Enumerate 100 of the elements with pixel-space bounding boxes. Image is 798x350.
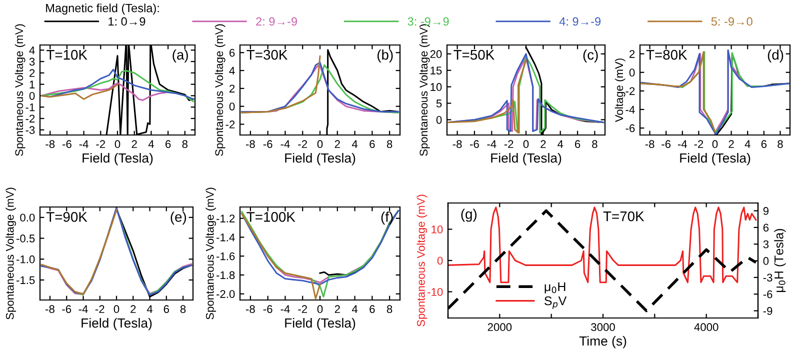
y2-tick-label: 3 <box>763 240 769 248</box>
y-tick-label: -6 <box>626 124 635 132</box>
y-tick-label: 4 <box>29 46 35 54</box>
x-tick-label: 0 <box>317 305 323 314</box>
x-tick-label: -2 <box>504 140 514 148</box>
x-tick-label: 0 <box>317 140 323 148</box>
x-tick-label: 8 <box>180 305 186 314</box>
x-tick-label: 4000 <box>694 323 718 332</box>
x-tick-label: 6 <box>166 140 171 148</box>
legend-label: 4: 9→-9 <box>559 17 601 26</box>
x-tick-label: 6 <box>370 140 375 148</box>
y-tick-label: -2 <box>626 87 635 95</box>
x-axis-title: Field (Tesla) <box>285 152 356 166</box>
line-series <box>40 209 118 295</box>
x-tick-label: -2 <box>298 305 307 313</box>
legend-label: μ$_{0}$H <box>544 282 566 294</box>
x-tick-label: -6 <box>470 140 479 148</box>
annotation: T=30K <box>246 50 288 60</box>
y-tick-label: -1 <box>26 103 35 112</box>
y2-tick-label: 6 <box>763 224 769 232</box>
y-axis-title: Voltage (mV) <box>614 58 626 122</box>
y-tick-label: 0.0 <box>20 214 35 222</box>
y-tick-label: 1 <box>30 80 35 88</box>
x-tick-label: -8 <box>246 140 255 148</box>
x-tick-label: -4 <box>79 140 88 148</box>
x-tick-label: 8 <box>182 140 188 148</box>
y2-tick-label: -3 <box>763 274 772 282</box>
x-tick-label: 8 <box>592 140 598 148</box>
y-tick-label: 6 <box>230 48 235 57</box>
x-tick-label: 8 <box>778 140 783 148</box>
y-tick-label: -10 <box>428 288 443 296</box>
legend-label: S$_{p}$V <box>544 296 567 310</box>
line-series <box>240 212 321 300</box>
x-axis-title: Field (Tesla) <box>491 152 562 166</box>
y-tick-label: -4 <box>626 106 635 114</box>
annotation: T=90K <box>46 212 88 222</box>
annotation: (a) <box>172 50 188 62</box>
x-tick-label: -8 <box>452 140 462 148</box>
x-tick-label: -2 <box>298 140 307 148</box>
x-tick-label: 0 <box>114 140 120 148</box>
x-tick-label: 2 <box>334 305 340 313</box>
y-tick-label: -2.0 <box>216 290 235 298</box>
y2-tick-label: 0 <box>763 257 769 265</box>
y-tick-label: 2 <box>30 69 35 77</box>
y-tick-label: -1.6 <box>216 252 235 260</box>
y-axis-title: Spontaneous Voltage (mV) <box>214 24 226 156</box>
y-axis-title: Spontaneous Voltage (mV) <box>416 194 428 326</box>
annotation: (d) <box>768 50 784 62</box>
x-tick-label: 4 <box>558 140 564 148</box>
x-tick-label: -8 <box>645 140 654 148</box>
y-tick-label: 15 <box>430 66 442 74</box>
x-axis-title: Field (Tesla) <box>680 152 750 166</box>
x-tick-label: 8 <box>386 140 392 148</box>
x-tick-label: -6 <box>263 140 272 148</box>
x-tick-label: -8 <box>46 140 55 148</box>
y-axis-title: Spontaneous Voltage (mV) <box>206 188 216 320</box>
y2-axis-title: μ$_{0}$H (Tesla) <box>774 228 786 292</box>
annotation: (g) <box>461 208 477 222</box>
y-axis-title: Spontaneous Voltage (mV) <box>419 24 430 156</box>
line-series <box>640 51 716 133</box>
x-tick-label: 6 <box>164 305 169 314</box>
y-tick-label: 4 <box>229 66 235 75</box>
y-tick-label: 0 <box>629 68 635 77</box>
annotation: (c) <box>583 50 598 62</box>
y-tick-label: -1.8 <box>216 271 235 280</box>
x-tick-label: 2 <box>728 140 734 148</box>
y-tick-label: -1.5 <box>16 276 35 284</box>
legend-label: 1: 0→9 <box>108 17 146 26</box>
x-tick-label: -8 <box>246 305 255 314</box>
x-tick-label: 4 <box>352 305 358 313</box>
x-axis-title: Field (Tesla) <box>285 318 356 330</box>
y-tick-label: 3 <box>29 58 35 66</box>
annotation: (f) <box>381 212 393 225</box>
x-tick-label: 2 <box>132 140 137 148</box>
x-axis-title: Field (Tesla) <box>82 318 152 330</box>
y-tick-label: 10 <box>432 226 443 234</box>
y-tick-label: 10 <box>430 83 442 91</box>
x-axis-title: Time (s) <box>579 336 626 348</box>
x-tick-label: -6 <box>662 140 671 148</box>
x-tick-label: -4 <box>78 305 88 313</box>
x-tick-label: 6 <box>370 305 375 314</box>
annotation: T=100K <box>246 212 296 222</box>
y-tick-label: 5 <box>436 100 442 108</box>
legend-label: 3: -9→9 <box>408 17 449 26</box>
x-tick-label: 3000 <box>591 323 615 332</box>
x-tick-label: -2 <box>96 140 106 148</box>
x-tick-label: 6 <box>574 140 580 148</box>
y-tick-label: -2 <box>226 120 235 128</box>
x-tick-label: 2 <box>540 140 546 148</box>
annotation: T=50K <box>454 50 494 60</box>
annotation: T=80K <box>646 50 688 60</box>
line-series <box>448 206 757 284</box>
y-tick-label: -1.0 <box>16 255 35 264</box>
y-tick-label: 2 <box>230 84 235 92</box>
y2-tick-label: -6 <box>763 290 772 298</box>
x-tick-label: -2 <box>95 305 104 313</box>
x-tick-label: 4 <box>148 140 154 148</box>
y-tick-label: -0.5 <box>16 234 35 242</box>
x-tick-label: 8 <box>386 305 392 314</box>
x-tick-label: -8 <box>46 305 54 314</box>
